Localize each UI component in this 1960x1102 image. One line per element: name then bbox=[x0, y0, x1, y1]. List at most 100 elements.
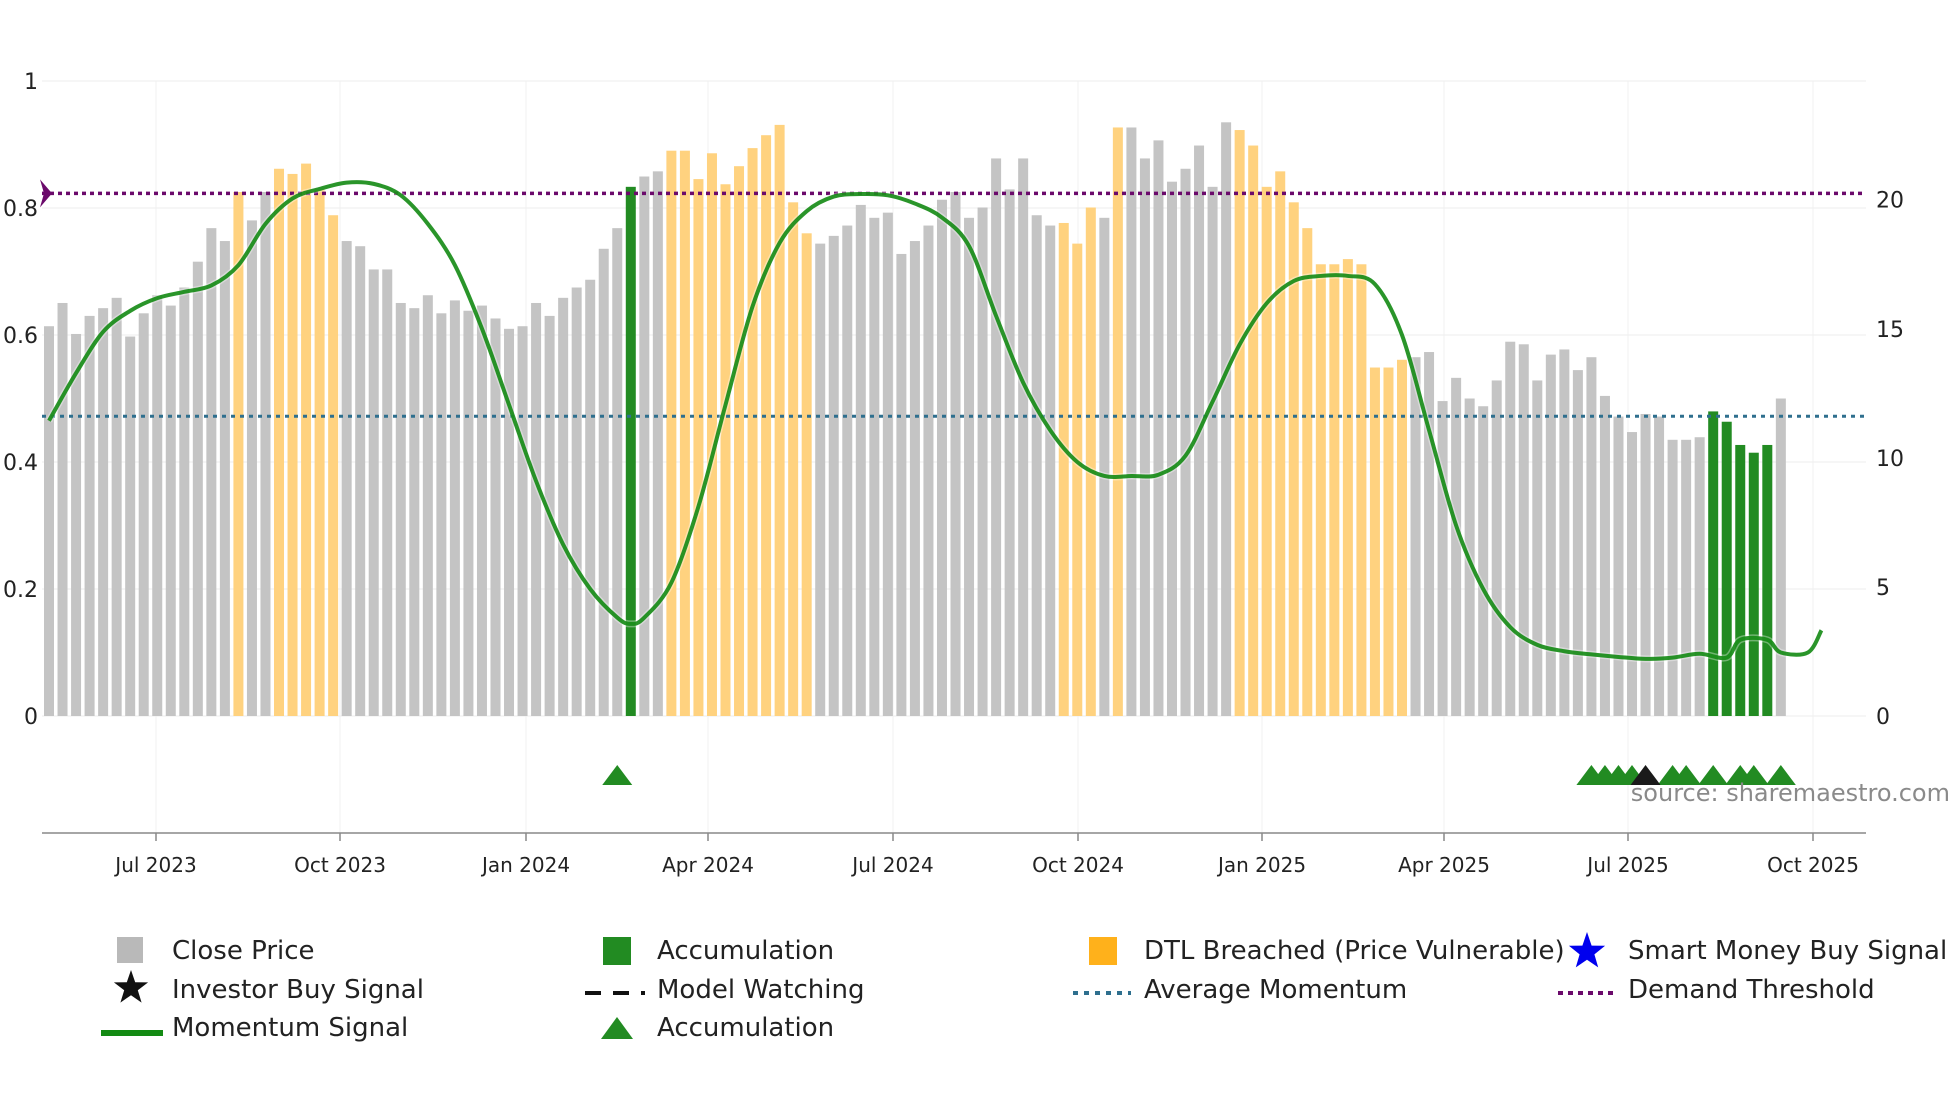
x-tick-label: Oct 2023 bbox=[294, 853, 386, 877]
close-price-bar bbox=[138, 313, 149, 716]
legend-demand-threshold: Demand Threshold bbox=[1558, 975, 1875, 1005]
y-tick-left: 0.8 bbox=[3, 197, 38, 222]
signal-markers bbox=[602, 765, 1796, 785]
legend-label-investor-buy-signal: Investor Buy Signal bbox=[172, 975, 424, 1005]
x-tick-label: Apr 2024 bbox=[662, 853, 754, 877]
close-price-bar bbox=[923, 225, 934, 716]
accumulation-marker bbox=[1765, 765, 1796, 785]
close-price-bar bbox=[436, 313, 447, 716]
close-price-bar bbox=[639, 176, 650, 717]
close-price-bar bbox=[1599, 395, 1610, 716]
y-tick-left: 1 bbox=[24, 70, 38, 95]
accumulation-bar bbox=[1735, 444, 1746, 716]
close-price-bar bbox=[909, 241, 920, 716]
close-price-bar bbox=[1613, 416, 1624, 716]
close-price-bar bbox=[1532, 380, 1543, 716]
close-price-bar bbox=[179, 287, 190, 716]
reference-lines bbox=[40, 179, 1866, 418]
accumulation-bar bbox=[625, 186, 636, 717]
dtl-breached-bar bbox=[1058, 222, 1069, 716]
close-price-bar bbox=[44, 326, 54, 716]
close-price-bar bbox=[206, 228, 217, 716]
close-price-bar bbox=[246, 220, 257, 716]
close-price-bar bbox=[1410, 357, 1421, 716]
close-price-bar bbox=[585, 279, 596, 716]
dtl-breached-bar bbox=[1234, 130, 1245, 717]
close-price-bar bbox=[855, 204, 866, 716]
close-price-bar bbox=[1139, 158, 1150, 716]
close-price-bar bbox=[869, 217, 880, 716]
close-price-bar bbox=[463, 310, 474, 716]
close-price-bar bbox=[882, 212, 893, 716]
close-price-bar bbox=[504, 328, 515, 716]
y-tick-left: 0.6 bbox=[3, 324, 38, 349]
close-price-bar bbox=[1126, 127, 1137, 716]
close-price-bar bbox=[476, 305, 487, 716]
close-price-bar bbox=[1180, 168, 1191, 716]
close-price-bar bbox=[368, 269, 379, 716]
legend-dtl-breached: DTL Breached (Price Vulnerable) bbox=[1089, 936, 1565, 966]
x-tick-label: Jan 2025 bbox=[1216, 853, 1306, 877]
dtl-breached-bar bbox=[1248, 145, 1259, 716]
dtl-breached-bar bbox=[747, 148, 758, 716]
accumulation-bar bbox=[1721, 421, 1732, 716]
close-price-bar bbox=[1681, 439, 1692, 716]
x-tick-label: Jul 2023 bbox=[113, 853, 196, 877]
legend-accumulation-bar: Accumulation bbox=[603, 936, 834, 966]
dtl-breached-bar bbox=[1112, 127, 1123, 716]
close-price-bar bbox=[1654, 416, 1665, 716]
close-price-bar bbox=[950, 191, 961, 716]
close-price-bar bbox=[1518, 344, 1529, 716]
legend-swatch-dtl bbox=[1089, 937, 1117, 965]
dtl-breached-bar bbox=[774, 124, 785, 717]
momentum-signal-line bbox=[47, 180, 1824, 661]
close-price-bar bbox=[842, 225, 853, 716]
dtl-breached-bar bbox=[1383, 367, 1394, 716]
dtl-breached-bar bbox=[761, 135, 772, 716]
close-price-bar bbox=[1694, 437, 1705, 716]
dtl-breached-bar bbox=[1356, 264, 1367, 716]
accumulation-marker bbox=[1698, 765, 1729, 785]
close-price-bar bbox=[896, 253, 907, 717]
legend-model-watching: Model Watching bbox=[585, 975, 864, 1005]
source-label: source: sharemaestro.com bbox=[1631, 779, 1950, 807]
y-tick-left: 0.2 bbox=[3, 578, 38, 603]
close-price-bar bbox=[1667, 439, 1678, 716]
legend-investor-buy-signal: Investor Buy Signal bbox=[113, 970, 424, 1005]
y-tick-right: 10 bbox=[1876, 447, 1904, 472]
legend-label-demand-threshold: Demand Threshold bbox=[1628, 975, 1875, 1005]
close-price-bar bbox=[1451, 377, 1462, 716]
close-price-bar bbox=[991, 158, 1002, 716]
dtl-breached-bar bbox=[1397, 359, 1407, 716]
legend: Close Price Investor Buy Signal Momentum… bbox=[101, 932, 1947, 1043]
legend-label-smart-money: Smart Money Buy Signal bbox=[1628, 936, 1947, 966]
x-tick-label: Oct 2024 bbox=[1032, 853, 1124, 877]
momentum-series bbox=[45, 178, 1825, 663]
close-price-bar bbox=[517, 326, 528, 716]
dtl-breached-bar bbox=[1288, 202, 1299, 716]
close-price-bar bbox=[598, 248, 609, 716]
close-price-bar bbox=[219, 241, 230, 716]
x-tick-label: Apr 2025 bbox=[1398, 853, 1490, 877]
dtl-breached-bar bbox=[1315, 264, 1326, 716]
accumulation-marker bbox=[602, 765, 633, 785]
close-price-bar bbox=[815, 243, 826, 716]
close-price-bar bbox=[165, 305, 176, 716]
legend-close-price: Close Price bbox=[117, 936, 315, 966]
close-price-bar bbox=[341, 241, 352, 716]
close-price-bar bbox=[612, 228, 623, 716]
dtl-breached-bar bbox=[1342, 259, 1353, 716]
price-bars bbox=[44, 122, 1786, 717]
accumulation-marker bbox=[1671, 765, 1702, 785]
close-price-bar bbox=[964, 217, 975, 716]
dtl-breached-bar bbox=[274, 168, 285, 716]
left-y-axis: 0 0.2 0.4 0.6 0.8 1 bbox=[3, 70, 38, 730]
dtl-breached-bar bbox=[720, 184, 731, 717]
accumulation-marker bbox=[1738, 765, 1769, 785]
close-price-bar bbox=[977, 207, 988, 716]
dtl-breached-bar bbox=[287, 173, 298, 717]
accumulation-bar bbox=[1708, 411, 1719, 716]
close-price-bar bbox=[1572, 370, 1583, 716]
dtl-breached-bar bbox=[666, 150, 677, 716]
